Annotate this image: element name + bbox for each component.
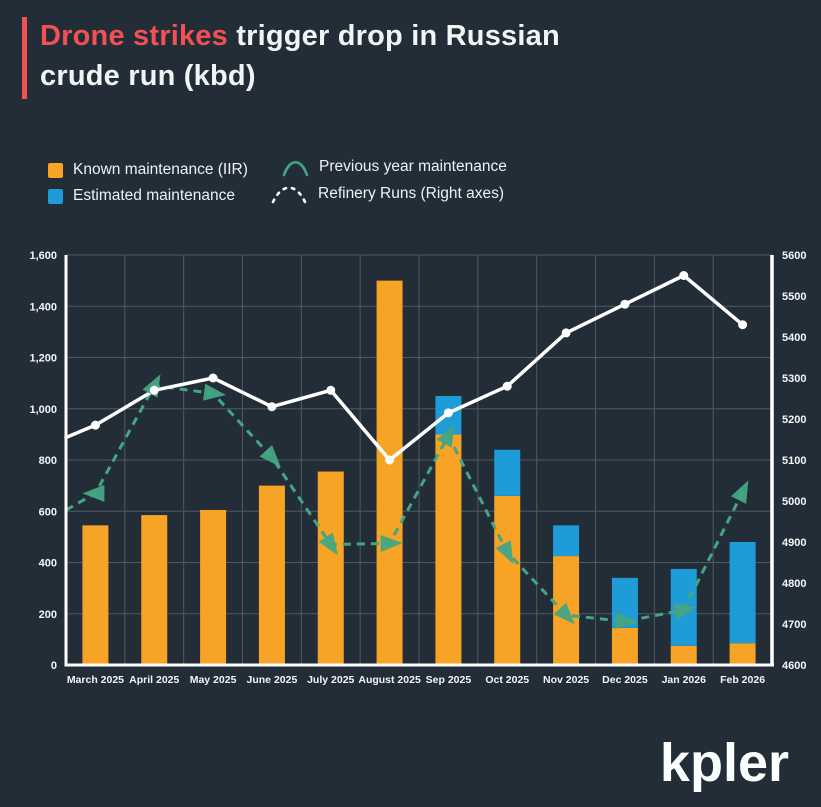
right-axis-tick-label: 5100: [782, 455, 806, 467]
bar-known-maintenance: [317, 471, 344, 665]
refinery-runs-dot-marker: [267, 402, 277, 412]
kpler-logo: kpler: [659, 733, 789, 793]
prev-year-triangle-marker: [82, 484, 105, 502]
page-title: Drone strikes trigger drop in Russian cr…: [40, 16, 560, 96]
bar-known-maintenance: [200, 509, 227, 665]
refinery-runs-dot-marker: [385, 455, 395, 465]
refinery-runs-dot-marker: [149, 385, 159, 395]
bar-known-maintenance: [729, 643, 756, 665]
prev-year-triangle-marker: [553, 602, 575, 625]
left-axis-tick-label: 1,400: [29, 301, 57, 313]
right-axis-tick-label: 5500: [782, 291, 806, 303]
right-axis-tick-label: 4600: [782, 660, 806, 672]
bar-known-maintenance: [494, 495, 521, 665]
refinery-runs-line: [64, 273, 745, 462]
dotted-curve-icon: [271, 185, 307, 203]
prev-year-triangle-marker: [615, 612, 638, 629]
prev-year-triangle-marker: [673, 603, 697, 620]
title-highlight: Drone strikes: [40, 20, 228, 52]
x-axis-month-label: Sep 2025: [426, 674, 472, 686]
prev-year-triangle-marker: [203, 383, 226, 401]
chart-canvas: 0 200 400 600 800 1,000 1,200 1,400 1,600 4600 470…: [29, 250, 806, 686]
title-line-1: Drone strikes trigger drop in Russian: [40, 16, 560, 56]
legend-label: Previous year maintenance: [319, 158, 507, 175]
bar-known-maintenance: [82, 525, 109, 665]
refinery-runs-dot-marker: [443, 408, 453, 418]
bar-estimated-maintenance: [553, 525, 580, 557]
refinery-runs-dot-marker: [502, 381, 512, 391]
bar-known-maintenance: [141, 515, 168, 665]
bar-estimated-maintenance: [729, 542, 756, 644]
legend-item-known-maintenance: Known maintenance (IIR): [48, 160, 248, 180]
bar-known-maintenance: [258, 485, 285, 665]
x-axis-month-label: Dec 2025: [602, 674, 648, 686]
right-axis-tick-label: 5000: [782, 496, 806, 508]
bar-known-maintenance: [376, 280, 403, 665]
right-axis-tick-label: 4700: [782, 619, 806, 631]
x-axis-month-label: March 2025: [67, 674, 124, 686]
green-curve-icon: [282, 160, 309, 176]
orange-square-icon: [48, 162, 63, 178]
right-axis-tick-label: 4900: [782, 537, 806, 549]
left-axis-tick-label: 1,600: [29, 250, 57, 262]
legend-label: Known maintenance (IIR): [73, 161, 248, 178]
left-axis-tick-label: 1,000: [29, 404, 57, 416]
right-axis-tick-label: 5200: [782, 414, 806, 426]
bar-known-maintenance: [435, 434, 462, 665]
left-axis-tick-label: 1,200: [29, 353, 57, 365]
legend-label: Estimated maintenance: [73, 187, 235, 204]
title-rest: trigger drop in Russian: [236, 20, 560, 52]
refinery-runs-dot-marker: [561, 328, 571, 338]
legend-item-refinery-runs: Refinery Runs (Right axes): [270, 184, 504, 204]
left-axis-tick-label: 0: [51, 660, 57, 672]
prev-year-triangle-marker: [318, 532, 339, 556]
prev-year-line: [65, 384, 744, 623]
x-axis-month-label: Oct 2025: [485, 674, 529, 686]
legend-item-previous-year: Previous year maintenance: [282, 157, 507, 177]
x-axis-month-label: Jan 2026: [662, 674, 707, 686]
blue-square-icon: [48, 188, 63, 204]
bar-known-maintenance: [611, 627, 638, 665]
bar-estimated-maintenance: [494, 449, 521, 496]
refinery-runs-dot-marker: [620, 299, 630, 309]
title-line-2: crude run (kbd): [40, 60, 256, 92]
left-axis-tick-label: 800: [39, 455, 57, 467]
title-accent-bar: [22, 17, 27, 99]
x-axis-month-label: Feb 2026: [720, 674, 765, 686]
x-axis-month-label: Nov 2025: [543, 674, 589, 686]
prev-year-triangle-marker: [380, 534, 403, 552]
right-axis-tick-label: 5400: [782, 332, 806, 344]
x-axis-month-label: April 2025: [129, 674, 179, 686]
refinery-runs-dot-marker: [679, 271, 689, 280]
refinery-runs-dot-marker: [208, 373, 218, 383]
refinery-runs-dot-marker: [326, 385, 336, 395]
right-axis-tick-label: 5300: [782, 373, 806, 385]
refinery-runs-dot-marker: [738, 320, 748, 330]
bar-known-maintenance: [670, 645, 697, 665]
left-axis-tick-label: 400: [39, 558, 57, 570]
x-axis-month-label: May 2025: [190, 674, 237, 686]
prev-year-triangle-marker: [495, 540, 514, 564]
legend-label: Refinery Runs (Right axes): [318, 185, 505, 202]
right-axis-tick-label: 4800: [782, 578, 806, 590]
prev-year-triangle-marker: [436, 424, 455, 448]
x-axis-month-label: July 2025: [307, 674, 354, 686]
x-axis-month-label: August 2025: [358, 674, 421, 686]
legend-item-estimated-maintenance: Estimated maintenance: [48, 186, 235, 206]
left-axis-tick-label: 200: [39, 609, 57, 621]
prev-year-triangle-marker: [730, 480, 749, 504]
prev-year-triangle-marker: [259, 445, 281, 468]
refinery-runs-dot-marker: [90, 420, 100, 430]
x-axis-month-label: June 2025: [247, 674, 298, 686]
left-axis-tick-label: 600: [39, 506, 57, 518]
right-axis-tick-label: 5600: [782, 250, 806, 262]
